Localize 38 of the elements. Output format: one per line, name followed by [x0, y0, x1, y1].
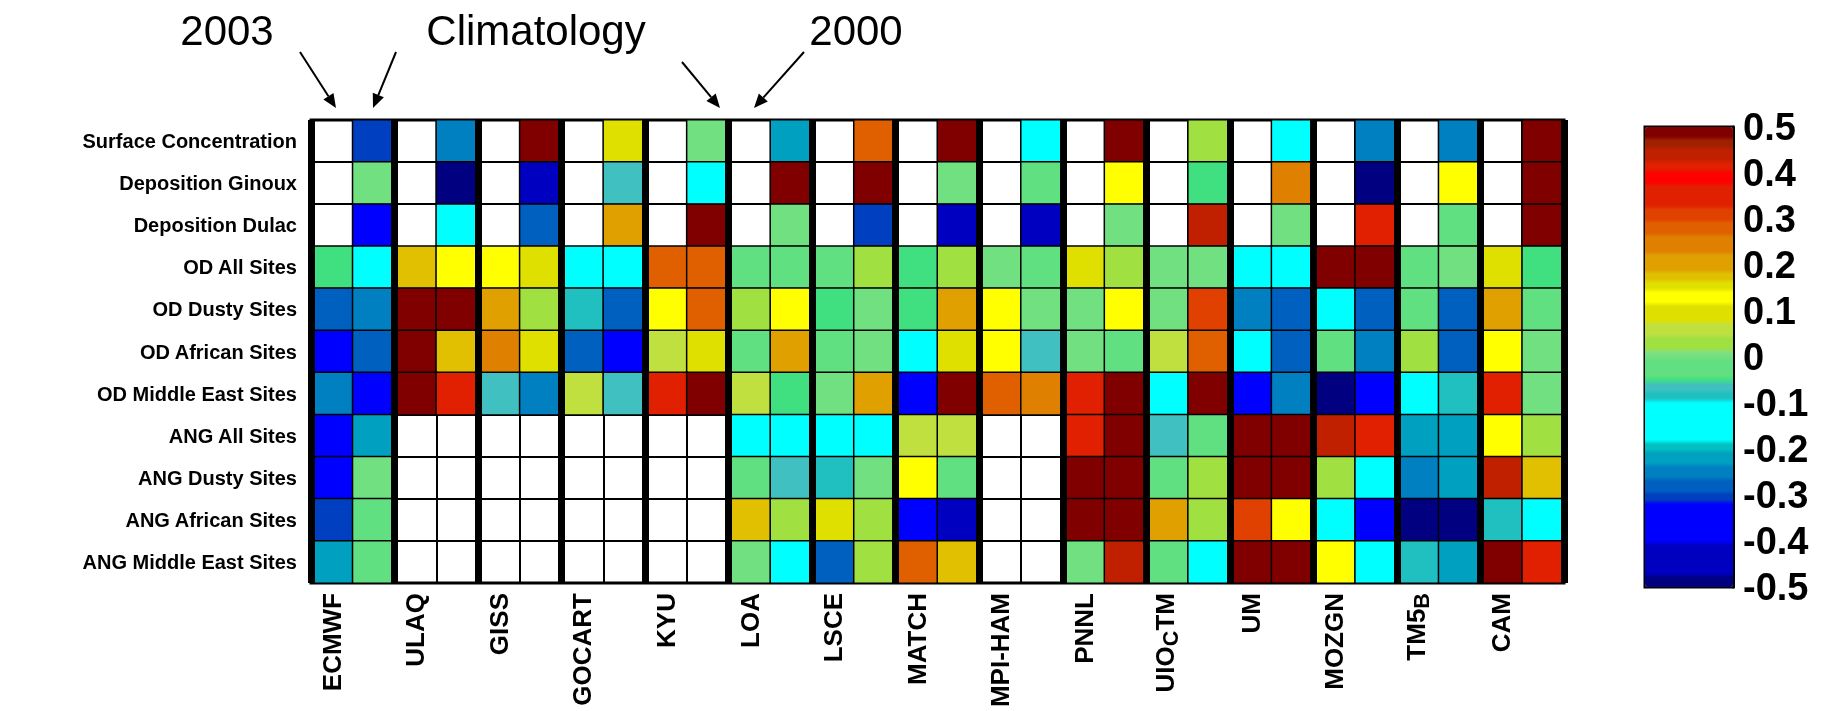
y-tick-label: ANG Middle East Sites: [82, 550, 297, 573]
y-tick-label: ANG Dusty Sites: [138, 466, 297, 489]
color-bar-label: 0.1: [1743, 290, 1796, 332]
text: 2000: [809, 6, 903, 54]
x-tick-label: MATCH: [901, 593, 932, 685]
text: 2003: [180, 6, 274, 54]
y-tick-label: OD All Sites: [183, 256, 297, 279]
color-bar-label: -0.2: [1743, 428, 1809, 470]
x-tick-label: MOZGN: [1319, 593, 1350, 690]
x-tick-label: PNNL: [1068, 593, 1099, 664]
color-bar-label: -0.5: [1743, 566, 1809, 608]
x-tick-label: GISS: [483, 593, 514, 656]
y-tick-label: OD African Sites: [139, 340, 297, 363]
x-tick-label: LSCE: [818, 593, 849, 663]
y-tick-label: OD Middle East Sites: [96, 382, 297, 405]
y-tick-label: OD Dusty Sites: [152, 298, 297, 321]
color-bar-label: 0.3: [1743, 198, 1796, 240]
x-tick-label: GOCART: [567, 593, 598, 706]
color-bar-label: 0: [1743, 336, 1765, 378]
color-bar-label: -0.1: [1743, 382, 1809, 424]
x-tick-label: UM: [1235, 593, 1266, 634]
text: Climatology: [426, 6, 646, 54]
color-bar-label: 0.2: [1743, 244, 1796, 286]
color-bar-label: 0.5: [1743, 106, 1796, 148]
x-tick-label: KYU: [651, 593, 682, 648]
y-tick-label: ANG African Sites: [125, 508, 297, 531]
y-tick-label: Deposition Ginoux: [119, 172, 297, 195]
x-tick-label: MPI-HAM: [985, 593, 1016, 708]
y-tick-label: Surface Concentration: [82, 130, 297, 153]
color-bar-label: 0.4: [1743, 152, 1796, 194]
x-tick-label: ECMWF: [316, 593, 347, 692]
x-tick-label: CAM: [1486, 593, 1517, 653]
y-tick-label: ANG All Sites: [168, 424, 297, 447]
color-bar-label: -0.4: [1743, 520, 1809, 562]
y-tick-label: Deposition Dulac: [133, 214, 297, 237]
color-bar-label: -0.3: [1743, 474, 1809, 516]
x-tick-label: LOA: [734, 593, 765, 648]
x-tick-label: ULAQ: [400, 593, 431, 667]
